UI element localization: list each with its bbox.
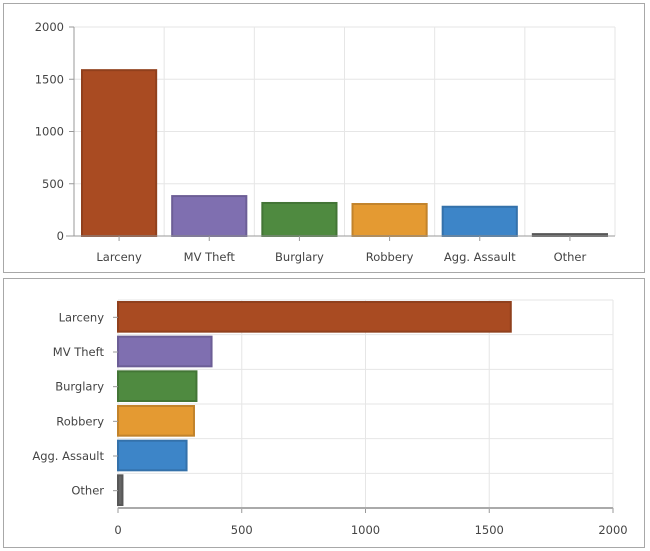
bar-mv-theft — [171, 195, 248, 237]
y-tick-label: 2000 — [35, 20, 64, 34]
bar-agg-assault — [117, 439, 188, 472]
vertical-bar-chart: 0 500 1000 1500 2000 Larceny MV Theft Burglary R… — [35, 20, 616, 264]
bar-burglary — [117, 370, 198, 403]
horizontal-bar-chart-panel: 0 500 1000 1500 2000 Larceny MV Theft Burglary R… — [3, 278, 645, 548]
y-tick-label: Agg. Assault — [32, 449, 104, 463]
bar-mv-theft — [117, 335, 213, 368]
y-tick-label: Burglary — [55, 380, 104, 394]
bar-burglary — [261, 201, 338, 237]
x-tick-label: 1500 — [475, 523, 504, 537]
y-tick-label: MV Theft — [53, 345, 105, 359]
x-tick-label: Burglary — [275, 250, 324, 264]
y-tick-label: Other — [71, 484, 104, 498]
y-tick-label: 500 — [42, 177, 64, 191]
x-tick-label: 1000 — [351, 523, 380, 537]
x-tick-label: 0 — [114, 523, 121, 537]
x-tick-label: Robbery — [366, 250, 414, 264]
bar-agg-assault — [441, 205, 518, 238]
bar-larceny — [117, 301, 512, 333]
y-tick-label: Larceny — [59, 310, 105, 324]
x-tick-label: Larceny — [96, 250, 142, 264]
bar-larceny — [81, 69, 158, 238]
bar-robbery — [117, 405, 195, 437]
x-tick-label: 500 — [231, 523, 253, 537]
y-tick-label: 1000 — [35, 125, 64, 139]
y-tick-label: Robbery — [56, 414, 104, 428]
x-tick-label: 2000 — [598, 523, 627, 537]
horizontal-bar-chart: 0 500 1000 1500 2000 Larceny MV Theft Burglary R… — [32, 299, 628, 537]
y-tick-label: 1500 — [35, 72, 64, 86]
x-tick-label: Agg. Assault — [444, 250, 516, 264]
y-tick-label: 0 — [57, 229, 64, 243]
bar-other — [117, 474, 124, 506]
x-tick-label: Other — [554, 250, 587, 264]
x-tick-label: MV Theft — [184, 250, 236, 264]
vertical-bar-chart-panel: 0 500 1000 1500 2000 Larceny MV Theft Burglary R… — [3, 3, 645, 273]
bar-robbery — [351, 203, 428, 237]
